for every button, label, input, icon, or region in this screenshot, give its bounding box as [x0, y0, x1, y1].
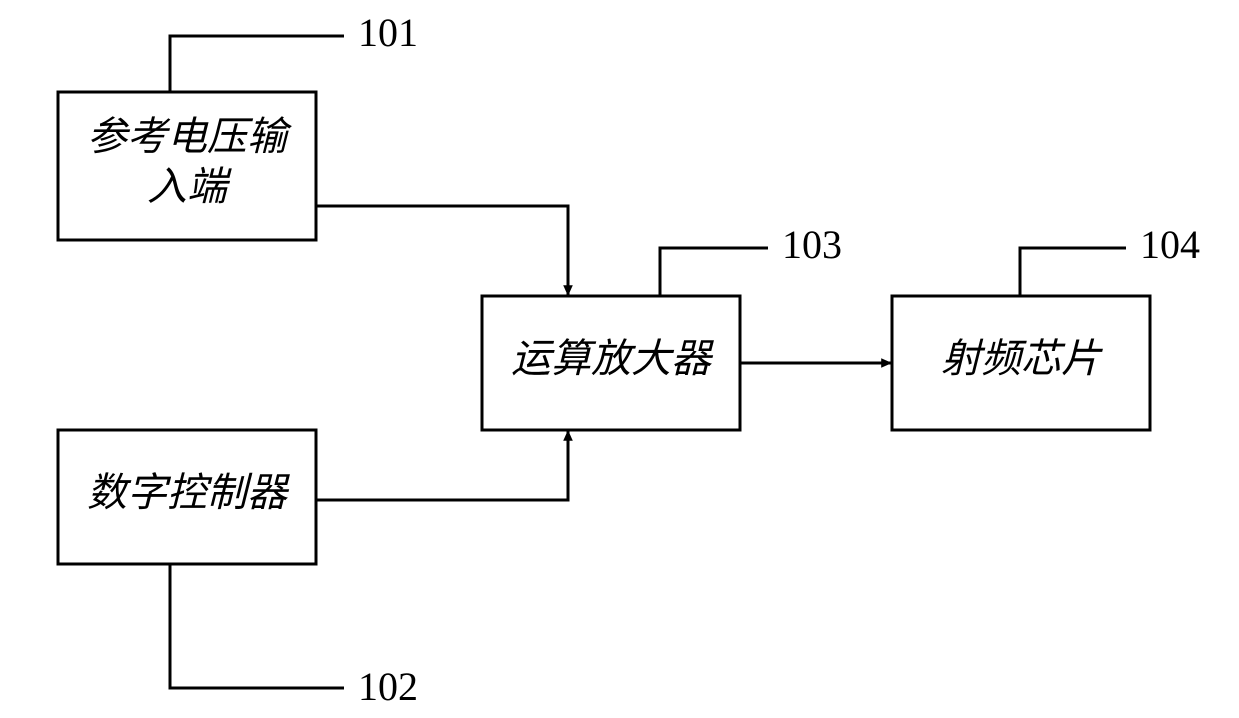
leader-n102 [170, 564, 344, 688]
block-n102-label-line-0: 数字控制器 [87, 470, 290, 515]
block-diagram: 参考电压输入端数字控制器 运算放大器 射频芯片 101 102 103 104 [0, 0, 1239, 718]
connector-0 [316, 206, 568, 296]
connector-1 [316, 430, 568, 500]
block-n104: 射频芯片 [892, 296, 1150, 430]
block-n101-label-line-0: 参考电压输 [87, 114, 292, 159]
block-n103-label-line-0: 运算放大器 [511, 336, 714, 381]
ref-number-n102: 102 [358, 664, 418, 709]
block-n102: 数字控制器 [58, 430, 316, 564]
ref-number-n103: 103 [782, 222, 842, 267]
leader-n103 [660, 248, 768, 296]
ref-number-n101: 101 [358, 10, 418, 55]
block-n103: 运算放大器 [482, 296, 740, 430]
block-n104-label-line-0: 射频芯片 [941, 336, 1103, 381]
nodes: 参考电压输入端数字控制器 运算放大器 射频芯片 [58, 92, 1150, 564]
leader-n104 [1020, 248, 1126, 296]
block-n101: 参考电压输入端 [58, 92, 316, 240]
block-n101-label-line-1: 入端 [147, 164, 232, 209]
ref-number-n104: 104 [1140, 222, 1200, 267]
leader-n101 [170, 36, 344, 92]
